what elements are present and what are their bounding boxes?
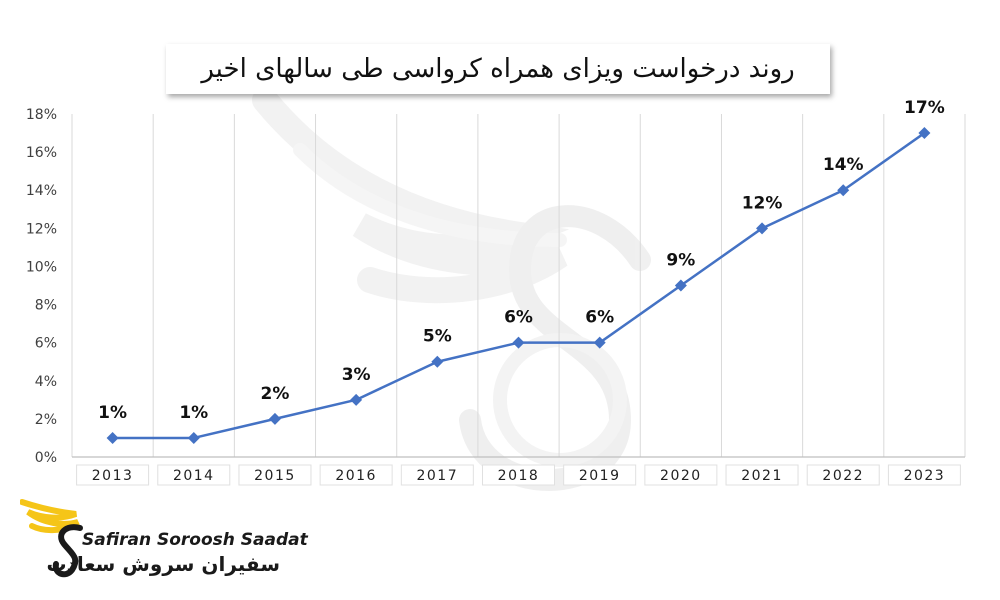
data-label: 5% [423, 327, 452, 347]
y-tick-label: 6% [35, 336, 57, 352]
y-tick-label: 18% [26, 107, 57, 123]
x-tick-label: 2014 [173, 468, 215, 484]
data-point-marker [837, 184, 850, 197]
x-tick-label: 2022 [822, 468, 864, 484]
y-tick-label: 4% [35, 374, 57, 390]
data-label: 14% [823, 155, 864, 175]
y-tick-label: 0% [35, 450, 57, 466]
y-tick-label: 8% [35, 298, 57, 314]
wing-logo-icon [20, 499, 83, 578]
x-tick-box [725, 464, 799, 486]
data-label: 2% [261, 384, 290, 404]
x-tick-label: 2019 [579, 468, 621, 484]
x-tick-label: 2016 [335, 468, 377, 484]
x-tick-label: 2018 [498, 468, 540, 484]
data-label: 12% [742, 193, 783, 213]
y-tick-label: 16% [26, 145, 57, 161]
x-tick-box [644, 464, 718, 486]
y-tick-label: 14% [26, 183, 57, 199]
chart-title-box: روند درخواست ویزای همراه کرواسی طی سالها… [166, 44, 830, 94]
x-tick-label: 2021 [741, 468, 783, 484]
data-label: 6% [585, 308, 614, 328]
x-tick-box [563, 464, 637, 486]
data-point-marker [431, 355, 444, 368]
brand-logo: Safiran Soroosh Saadat سفیران سروش سعادت [20, 494, 308, 584]
x-tick-box [319, 464, 393, 486]
data-point-marker [512, 336, 525, 349]
x-tick-label: 2023 [904, 468, 946, 484]
data-point-marker [756, 222, 769, 235]
x-tick-label: 2017 [416, 468, 458, 484]
data-point-marker [593, 336, 606, 349]
data-point-marker [674, 279, 687, 292]
data-label: 6% [504, 308, 533, 328]
data-point-marker [187, 431, 200, 444]
brand-name-en: Safiran Soroosh Saadat [82, 530, 308, 550]
x-tick-box [400, 464, 474, 486]
data-point-marker [268, 412, 281, 425]
x-tick-label: 2013 [92, 468, 134, 484]
y-tick-label: 10% [26, 259, 57, 275]
y-tick-label: 12% [26, 221, 57, 237]
watermark-logo [252, 87, 651, 491]
x-tick-box [806, 464, 880, 486]
data-label: 1% [98, 403, 127, 423]
chart-title: روند درخواست ویزای همراه کرواسی طی سالها… [201, 54, 795, 84]
data-label: 3% [342, 365, 371, 385]
data-label: 17% [904, 98, 945, 118]
x-tick-box [157, 464, 231, 486]
x-tick-label: 2015 [254, 468, 296, 484]
data-point-marker [350, 393, 363, 406]
data-label: 9% [666, 251, 695, 271]
data-label: 1% [179, 403, 208, 423]
x-tick-box [76, 464, 150, 486]
x-tick-box [482, 464, 555, 486]
x-tick-box [887, 464, 961, 486]
brand-name-fa: سفیران سروش سعادت [46, 552, 281, 576]
data-point-marker [106, 431, 119, 444]
data-point-marker [918, 127, 931, 140]
x-tick-label: 2020 [660, 468, 702, 484]
y-tick-label: 2% [35, 412, 57, 428]
x-tick-box [238, 464, 312, 486]
